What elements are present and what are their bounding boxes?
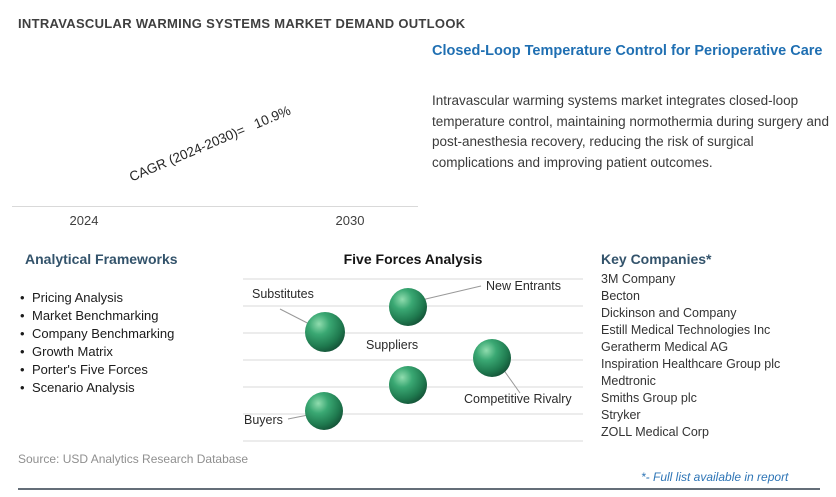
full-list-footnote: *- Full list available in report (641, 470, 789, 484)
companies-list: 3M Company Becton Dickinson and Company Est… (601, 271, 780, 441)
sphere-substitutes (305, 312, 345, 352)
page-title: INTRAVASCULAR WARMING SYSTEMS MARKET DEM… (18, 16, 466, 31)
x-tick-2024: 2024 (69, 213, 99, 228)
label-substitutes: Substitutes (252, 287, 314, 301)
sphere-competitive-rivalry (473, 339, 511, 377)
frameworks-list-item: Porter's Five Forces (20, 361, 174, 379)
company-list-item: Dickinson and Company (601, 306, 737, 320)
frameworks-list-item: Company Benchmarking (20, 325, 174, 343)
source-note: Source: USD Analytics Research Database (18, 452, 249, 466)
five-forces-canvas (243, 278, 583, 442)
cagr-annotation: CAGR (2024-2030)= 10.9% (127, 102, 293, 185)
label-competitive-rivalry: Competitive Rivalry (464, 392, 572, 406)
sphere-new-entrants (389, 288, 427, 326)
five-forces-heading: Five Forces Analysis (343, 251, 483, 267)
company-list-item: Geratherm Medical AG (601, 340, 729, 354)
frameworks-list-item: Pricing Analysis (20, 289, 174, 307)
frameworks-list-item: Scenario Analysis (20, 379, 174, 397)
company-list-item: Becton (601, 289, 640, 303)
company-list-item: 3M Company (601, 272, 676, 286)
five-forces-bubble-chart: Substitutes New Entrants Suppliers Compe… (243, 272, 583, 444)
x-tick-2030: 2030 (335, 213, 365, 228)
frameworks-list-item: Growth Matrix (20, 343, 174, 361)
company-list-item: Stryker (601, 408, 641, 422)
frameworks-heading: Analytical Frameworks (25, 251, 178, 267)
company-list-item: Estill Medical Technologies Inc (601, 323, 771, 337)
bottom-divider (18, 488, 820, 490)
x-axis-line (12, 206, 418, 207)
insight-heading: Closed-Loop Temperature Control for Peri… (432, 43, 823, 59)
sphere-suppliers (389, 366, 427, 404)
label-new-entrants: New Entrants (486, 279, 562, 293)
companies-heading: Key Companies* (601, 251, 712, 267)
frameworks-list: Pricing AnalysisMarket BenchmarkingCompa… (20, 289, 174, 397)
insight-body-text: Intravascular warming systems market int… (432, 93, 829, 170)
label-buyers: Buyers (244, 413, 283, 427)
frameworks-list-item: Market Benchmarking (20, 307, 174, 325)
label-suppliers: Suppliers (366, 338, 419, 352)
company-list-item: ZOLL Medical Corp (601, 425, 709, 439)
company-list-item: Inspiration Healthcare Group plc (601, 357, 781, 371)
company-list-item: Medtronic (601, 374, 656, 388)
sphere-buyers (305, 392, 343, 430)
company-list-item: Smiths Group plc (601, 391, 697, 405)
